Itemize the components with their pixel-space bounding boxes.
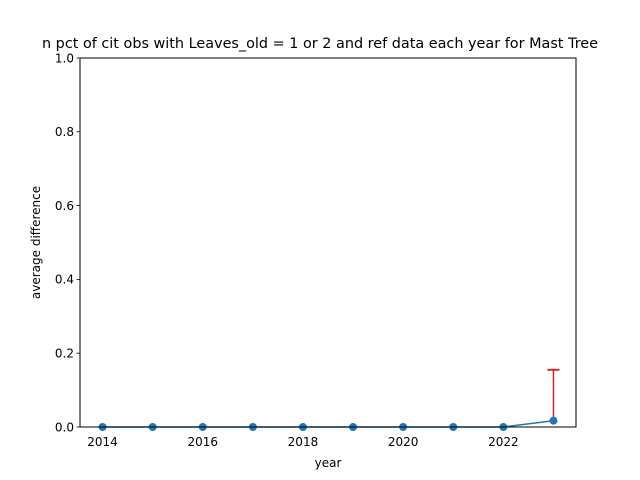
y-tick-label: 0.4 [55,273,74,287]
y-tick-label: 0.6 [55,199,74,213]
y-axis-ticks: 0.0 0.2 0.4 0.6 0.8 1.0 [55,51,80,434]
y-tick-label: 0.8 [55,125,74,139]
x-tick-label: 2016 [187,435,218,449]
y-tick-label: 1.0 [55,51,74,65]
plot-frame [79,57,577,428]
y-axis-label: average difference [29,186,43,299]
y-tick-label: 0.0 [55,420,74,434]
y-tick-label: 0.2 [55,347,74,361]
chart-title: n pct of cit obs with Leaves_old = 1 or … [42,36,598,52]
x-tick-label: 2014 [87,435,118,449]
plot-area [98,368,560,431]
series-line [102,419,554,428]
x-tick-label: 2018 [288,435,319,449]
x-axis-ticks: 2014 2016 2018 2020 2022 [87,427,519,449]
x-axis-label: year [315,456,342,470]
data-point [549,416,558,425]
x-tick-label: 2022 [488,435,519,449]
x-tick-label: 2020 [388,435,419,449]
